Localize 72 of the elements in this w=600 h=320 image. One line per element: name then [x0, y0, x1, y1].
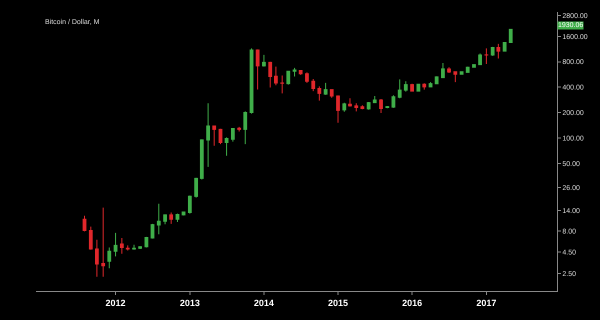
- candlestick: [447, 66, 451, 74]
- x-tick-label: 2016: [402, 298, 422, 308]
- candlestick: [274, 66, 278, 86]
- candlestick: [422, 82, 426, 90]
- candlestick: [342, 102, 346, 112]
- candlestick: [88, 226, 93, 250]
- candlestick: [114, 232, 118, 257]
- candlestick: [379, 98, 383, 114]
- candlestick: [212, 125, 216, 146]
- candlestick: [348, 98, 352, 108]
- candlestick: [404, 80, 408, 92]
- candlestick: [176, 213, 180, 223]
- candlestick: [472, 64, 476, 68]
- candlestick: [354, 102, 358, 112]
- candlestick: [410, 83, 414, 92]
- candlestick: [82, 215, 86, 232]
- candlestick: [218, 128, 222, 145]
- candlestick: [126, 244, 130, 251]
- candlestick: [230, 127, 235, 142]
- candlestick: [460, 70, 464, 75]
- candlestick: [502, 42, 507, 52]
- candlestick: [194, 177, 198, 198]
- candlestick: [366, 101, 371, 110]
- candlestick: [317, 86, 322, 102]
- candlestick: [453, 71, 458, 83]
- candlestick: [200, 138, 204, 180]
- candlestick: [330, 88, 334, 98]
- candlestick: [120, 238, 124, 254]
- candlestick: [441, 62, 445, 78]
- candlestick: [250, 48, 254, 114]
- candlestick: [156, 203, 161, 235]
- candlestick: [508, 28, 513, 44]
- candlestick: [428, 82, 432, 88]
- candlestick: [101, 207, 106, 278]
- candlestick: [150, 223, 154, 240]
- candlestick: [484, 48, 488, 65]
- candlestick: [280, 75, 284, 94]
- candlestick: [398, 78, 402, 99]
- candlestick: [490, 46, 495, 56]
- candlestick: [496, 43, 500, 59]
- candlestick: [311, 78, 316, 92]
- candlestick: [305, 72, 309, 84]
- candlestick: [392, 94, 396, 108]
- candlestick: [324, 82, 328, 96]
- x-tick-label: 2014: [254, 298, 274, 308]
- x-tick-label: 2012: [106, 298, 126, 308]
- x-tick-label: 2017: [476, 298, 496, 308]
- candlestick: [206, 102, 210, 168]
- candlestick: [256, 48, 260, 90]
- candlestick: [224, 136, 228, 156]
- candlestick: [466, 66, 470, 73]
- candlestick: [360, 104, 364, 110]
- candlestick: [188, 194, 192, 214]
- candlestick: [478, 53, 482, 66]
- candlestick: [372, 96, 377, 104]
- x-tick-label: 2013: [180, 298, 200, 308]
- candlestick: [262, 54, 266, 68]
- candlestick: [182, 210, 186, 216]
- candlestick: [144, 236, 148, 248]
- candlestick: [163, 214, 167, 225]
- candlestick: [132, 244, 136, 250]
- candlestick: [336, 94, 340, 124]
- candlestick: [237, 126, 242, 132]
- x-tick-label: 2015: [328, 298, 348, 308]
- candlestick: [169, 212, 174, 224]
- candlestick: [107, 246, 112, 269]
- candlestick: [298, 69, 303, 76]
- candlestick: [95, 239, 99, 278]
- candlestick: [416, 83, 420, 92]
- candlestick: [268, 61, 272, 88]
- candlestick: [292, 67, 296, 78]
- candlestick: [243, 110, 248, 145]
